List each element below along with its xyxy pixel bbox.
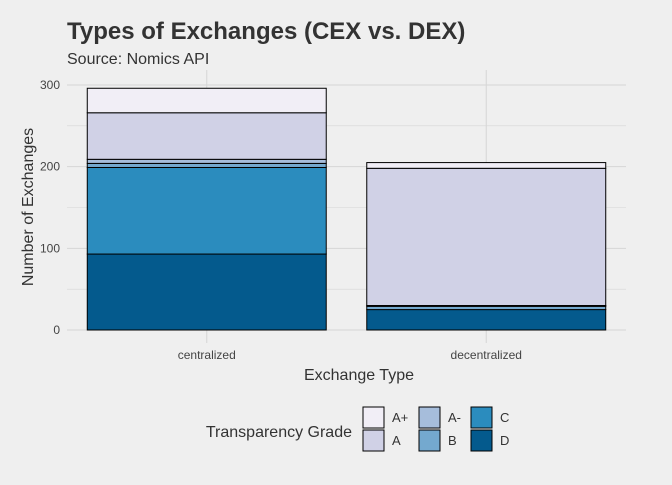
legend: Transparency Grade A+ A A- B CD (206, 406, 509, 452)
x-tick-label-decentralized: decentralized (451, 348, 522, 362)
chart-title: Types of Exchanges (CEX vs. DEX) (67, 18, 465, 45)
bar-centralized-grade-Aminus (86, 158, 327, 164)
y-axis-title: Number of Exchanges (20, 128, 37, 286)
legend-key-Aminus (418, 406, 441, 429)
bar-decentralized-grade-D (366, 309, 607, 331)
x-axis-title: Exchange Type (304, 367, 414, 384)
y-tick-label: 200 (40, 160, 60, 174)
legend-key-C (470, 406, 493, 429)
bar-centralized-grade-Aplus (86, 87, 327, 114)
legend-label-Aplus: A+ (392, 410, 408, 425)
legend-label-B: B (448, 433, 457, 448)
bars (86, 87, 607, 331)
legend-label-A: A (392, 433, 401, 448)
axes: 0 100 200 300 centralized decentralized (40, 78, 522, 362)
legend-key-D (470, 429, 493, 452)
legend-label-D: D (500, 433, 509, 448)
y-tick-label: 100 (40, 241, 60, 255)
bar-decentralized-grade-Aplus (366, 162, 607, 169)
chart-subtitle: Source: Nomics API (67, 51, 209, 68)
bar-centralized-grade-C (86, 166, 327, 255)
x-tick-label-centralized: centralized (178, 348, 236, 362)
legend-title: Transparency Grade (206, 424, 352, 441)
y-tick-label: 300 (40, 78, 60, 92)
legend-key-B (418, 429, 441, 452)
bar-centralized-grade-A (86, 112, 327, 160)
y-tick-label: 0 (53, 323, 60, 337)
legend-key-Aplus (362, 406, 385, 429)
bar-centralized-grade-D (86, 253, 327, 331)
legend-key-A (362, 429, 385, 452)
bar-decentralized-grade-A (366, 167, 607, 306)
legend-label-Aminus: A- (448, 410, 461, 425)
legend-label-C: C (500, 410, 509, 425)
bar-centralized-grade-B (86, 162, 327, 168)
